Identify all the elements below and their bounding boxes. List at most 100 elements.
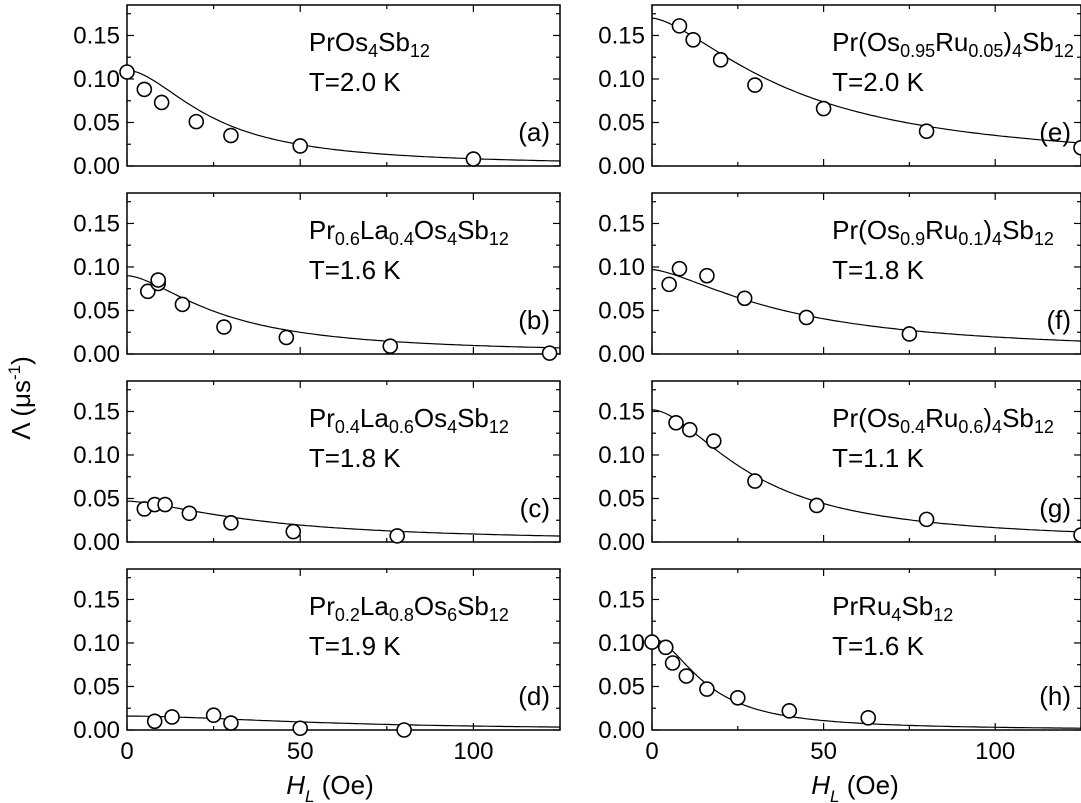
data-point [661, 276, 677, 293]
sample-label: Pr(Os0.9Ru0.1)4Sb12 [832, 215, 1054, 249]
panel-f: 0.00 0.05 0.10 0.15 Pr(Os0.9Ru0.1)4Sb12 T=1.8… [598, 192, 1081, 368]
y-tick-label: 0.15 [598, 22, 645, 49]
x-tick-label: 50 [810, 738, 837, 765]
x-axis-title-left: HL (Oe) [286, 770, 373, 803]
panel-e: 0.00 0.05 0.10 0.15 Pr(Os0.95Ru0.05)4Sb12 T=2… [598, 4, 1081, 180]
data-point [815, 100, 832, 117]
y-tick-label: 0.10 [598, 66, 645, 93]
panel-b: 0.00 0.05 0.10 0.15 Pr0.6La0.4Os4Sb12 T=1.6 K… [73, 192, 561, 368]
data-point [671, 260, 688, 277]
panel-letter: (f) [1046, 305, 1071, 335]
y-tick-label: 0.15 [598, 398, 645, 425]
y-tick-label: 0.00 [598, 529, 645, 556]
temperature-label: T=1.9 K [309, 631, 401, 661]
panel-letter: (e) [1039, 117, 1071, 147]
data-point [223, 127, 239, 144]
data-point [918, 123, 935, 139]
temperature-label: T=1.8 K [832, 255, 924, 285]
temperature-label: T=1.6 K [832, 631, 924, 661]
data-point [668, 414, 684, 431]
y-tick-label: 0.10 [73, 442, 120, 469]
data-point [699, 681, 715, 697]
y-tick-label: 0.00 [73, 529, 120, 556]
y-tick-label: 0.10 [598, 254, 645, 281]
sample-label: Pr0.4La0.6Os4Sb12 [309, 403, 509, 437]
sample-label: Pr(Os0.4Ru0.6)4Sb12 [832, 403, 1054, 437]
sample-label: PrOs4Sb12 [309, 27, 430, 61]
y-tick-label: 0.00 [598, 717, 645, 744]
data-point [657, 639, 674, 656]
data-point [705, 433, 722, 449]
y-tick-label: 0.10 [598, 442, 645, 469]
panel-d: 0.00 0.05 0.10 0.15 0 50 100 Pr0.2La0.8Os6Sb12 T… [73, 568, 561, 765]
y-tick-label: 0.05 [598, 485, 645, 512]
y-tick-label: 0.10 [598, 630, 645, 657]
data-point [712, 52, 729, 68]
data-point [781, 703, 798, 719]
sample-label: Pr0.6La0.4Os4Sb12 [309, 215, 509, 249]
data-point [729, 689, 746, 706]
y-tick-label: 0.15 [73, 398, 120, 425]
temperature-label: T=1.1 K [832, 443, 924, 473]
y-tick-label: 0.00 [73, 717, 120, 744]
data-point [1073, 527, 1081, 543]
x-tick-label: 0 [645, 738, 658, 765]
panel-letter: (b) [518, 305, 550, 335]
data-point [685, 32, 701, 48]
x-tick-label: 50 [287, 738, 314, 765]
sample-label: Pr0.2La0.8Os6Sb12 [309, 591, 509, 625]
panel-h: 0.00 0.05 0.10 0.15 0 50 100 PrRu4Sb12 T=1.6 K (h… [598, 568, 1081, 765]
fit-curve [126, 275, 561, 349]
fit-curve [651, 269, 1081, 342]
data-point [808, 497, 825, 514]
fit-curve [126, 69, 561, 162]
plot-frame [126, 192, 561, 355]
data-point [681, 421, 698, 438]
panel-g: 0.00 0.05 0.10 0.15 Pr(Os0.4Ru0.6)4Sb12 T=1.1… [598, 380, 1081, 556]
data-point [747, 473, 763, 489]
y-tick-label: 0.05 [73, 109, 120, 136]
x-tick-label: 0 [120, 738, 133, 765]
data-point [146, 713, 163, 730]
y-tick-label: 0.15 [73, 210, 120, 237]
panel-letter: (a) [518, 117, 550, 147]
y-tick-label: 0.05 [598, 109, 645, 136]
data-point [181, 505, 198, 522]
sample-label: Pr(Os0.95Ru0.05)4Sb12 [832, 27, 1074, 61]
data-point [860, 710, 877, 726]
panel-c: 0.00 0.05 0.10 0.15 Pr0.4La0.6Os4Sb12 T=1.8 K… [73, 380, 561, 556]
y-tick-label: 0.05 [598, 297, 645, 324]
temperature-label: T=1.8 K [309, 443, 401, 473]
x-tick-label: 100 [453, 738, 493, 765]
x-tick-label: 100 [975, 738, 1015, 765]
data-point [292, 720, 309, 737]
data-point [1073, 139, 1081, 156]
data-point [396, 722, 412, 738]
data-point [389, 528, 405, 544]
y-tick-label: 0.00 [73, 341, 120, 368]
data-point [798, 309, 815, 326]
y-tick-label: 0.15 [73, 586, 120, 613]
data-point [157, 496, 173, 513]
data-point [699, 267, 715, 284]
data-point [205, 707, 222, 724]
temperature-label: T=2.0 K [832, 67, 924, 97]
plot-frame [651, 192, 1081, 355]
data-point [223, 515, 239, 531]
temperature-label: T=1.6 K [309, 255, 401, 285]
data-point [736, 290, 753, 307]
y-tick-label: 0.00 [598, 153, 645, 180]
data-point [747, 77, 763, 93]
data-point [150, 272, 166, 288]
panel-letter: (c) [520, 493, 550, 523]
y-tick-label: 0.00 [598, 341, 645, 368]
data-point [664, 655, 681, 671]
y-tick-label: 0.05 [598, 673, 645, 700]
plot-frame [126, 380, 561, 543]
plot-frame [651, 4, 1081, 167]
fit-curve [651, 409, 1081, 533]
x-axis-title-right: HL (Oe) [811, 770, 898, 803]
y-tick-label: 0.00 [73, 153, 120, 180]
sample-label: PrRu4Sb12 [832, 591, 953, 625]
y-tick-label: 0.15 [598, 210, 645, 237]
